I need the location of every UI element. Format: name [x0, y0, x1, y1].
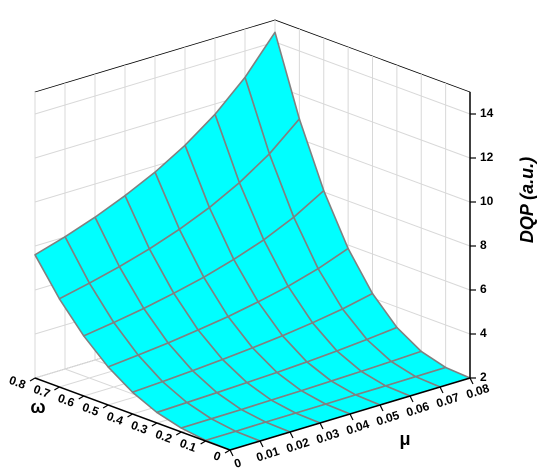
- x-tick-label: 0.02: [284, 435, 311, 456]
- y-tick-label: 0.8: [7, 373, 28, 392]
- z-tick-label: 14: [480, 106, 494, 120]
- y-axis-title: ω: [30, 397, 45, 417]
- x-tick-label: 0: [232, 455, 243, 470]
- tick-mark: [29, 377, 36, 382]
- tick-mark: [439, 386, 444, 394]
- tick-mark: [224, 449, 231, 454]
- x-axis-title: μ: [399, 429, 410, 449]
- z-tick-label: 12: [480, 150, 494, 164]
- x-tick-label: 0.03: [314, 426, 341, 447]
- tick-mark: [127, 413, 133, 418]
- y-tick-label: 0.3: [129, 418, 150, 437]
- y-tick-label: 0.4: [105, 409, 126, 428]
- x-tick-label: 0.04: [344, 417, 371, 438]
- y-tick-label: 0.7: [32, 382, 53, 401]
- tick-mark: [54, 386, 60, 391]
- tick-mark: [175, 431, 182, 436]
- z-axis-title: DQP (a.u.): [517, 157, 537, 243]
- tick-mark: [151, 422, 158, 427]
- tick-mark: [469, 377, 474, 385]
- tick-mark: [379, 404, 384, 412]
- y-tick-label: 0: [212, 448, 223, 464]
- tick-mark: [349, 413, 354, 421]
- x-tick-label: 0.08: [464, 381, 491, 402]
- y-tick-label: 0.6: [56, 391, 77, 410]
- z-tick-label: 10: [480, 194, 494, 208]
- z-tick-label: 2: [480, 370, 487, 384]
- y-tick-label: 0.5: [80, 400, 101, 419]
- tick-mark: [200, 440, 206, 445]
- tick-mark: [319, 422, 324, 430]
- tick-mark: [289, 431, 294, 439]
- x-tick-label: 0.06: [404, 399, 431, 420]
- z-tick-label: 4: [480, 326, 487, 340]
- y-tick-label: 0.1: [178, 436, 199, 455]
- tick-mark: [229, 449, 234, 457]
- tick-mark: [409, 395, 414, 403]
- x-tick-label: 0.01: [254, 444, 281, 465]
- x-tick-label: 0.05: [374, 408, 401, 429]
- z-tick-label: 8: [480, 238, 487, 252]
- z-tick-label: 6: [480, 282, 487, 296]
- x-tick-label: 0.07: [434, 390, 461, 411]
- y-tick-label: 0.2: [153, 427, 174, 446]
- tick-mark: [259, 440, 264, 448]
- tick-mark: [102, 404, 109, 409]
- tick-mark: [78, 395, 85, 400]
